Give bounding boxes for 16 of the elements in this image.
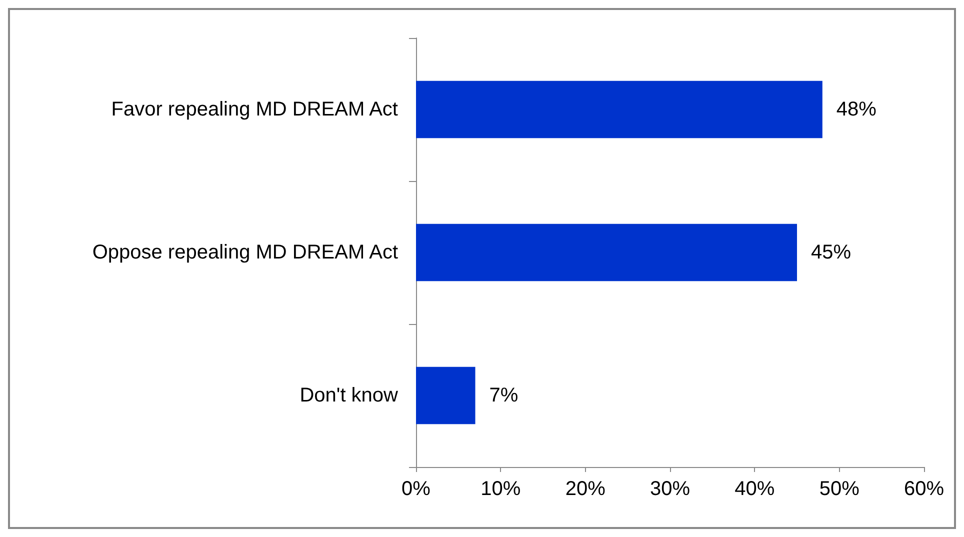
- x-tick-label: 50%: [819, 478, 860, 500]
- bar: [416, 80, 822, 138]
- y-tick-label: Don't know: [300, 384, 399, 406]
- bar: [416, 224, 797, 282]
- data-label: 45%: [811, 242, 852, 264]
- x-tick-label: 0%: [402, 478, 431, 500]
- x-tick-label: 40%: [734, 478, 775, 500]
- bar: [416, 366, 476, 424]
- data-label: 48%: [836, 98, 877, 120]
- data-label: 7%: [489, 384, 518, 406]
- y-tick-label: Favor repealing MD DREAM Act: [111, 98, 398, 120]
- x-tick-label: 60%: [904, 478, 944, 500]
- y-tick-label: Oppose repealing MD DREAM Act: [92, 242, 398, 264]
- x-tick-label: 20%: [565, 478, 606, 500]
- x-tick-label: 30%: [650, 478, 690, 500]
- x-tick-label: 10%: [480, 478, 521, 500]
